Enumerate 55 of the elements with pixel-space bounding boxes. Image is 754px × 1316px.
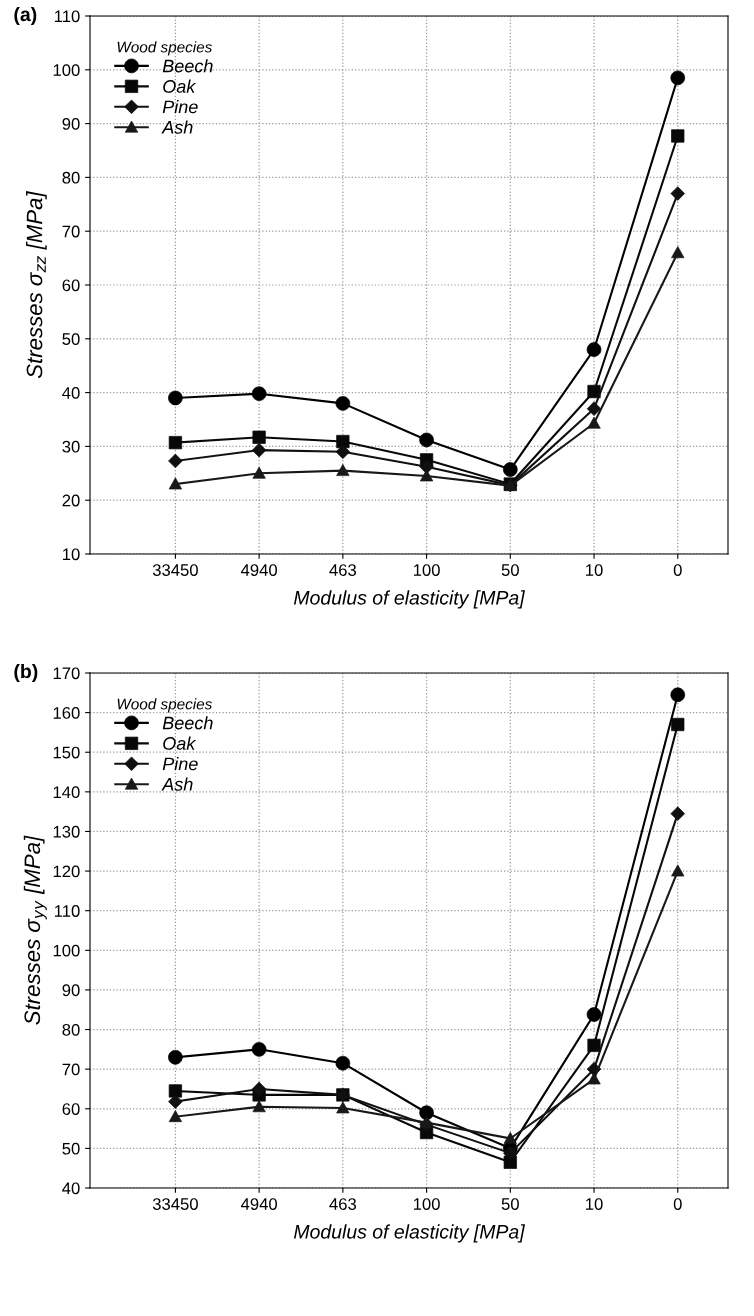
y-tick-label: 100 — [53, 64, 80, 76]
legend-label: Beech — [162, 716, 213, 730]
x-axis-title: Modulus of elasticity [MPa] — [293, 1224, 526, 1243]
x-tick-label: 33450 — [152, 564, 198, 576]
legend-label: Oak — [163, 79, 197, 93]
y-tick-label: 120 — [53, 865, 80, 878]
y-tick-label: 130 — [53, 825, 80, 838]
legend-label: Pine — [162, 757, 198, 771]
y-tick-label: 150 — [53, 746, 80, 759]
x-tick-label: 10 — [586, 1198, 603, 1210]
legend-label: Beech — [162, 59, 213, 73]
y-tick-label: 90 — [62, 984, 80, 997]
y-tick-label: 30 — [62, 440, 80, 453]
chart-title: (b) — [14, 663, 38, 683]
x-tick-label: 0 — [673, 564, 682, 576]
legend-label: Ash — [161, 777, 193, 791]
y-tick-label: 110 — [54, 905, 80, 917]
legend-label: Oak — [163, 736, 197, 750]
y-tick-label: 70 — [62, 1063, 80, 1076]
y-tick-label: 20 — [62, 494, 80, 507]
y-tick-label: 60 — [62, 1103, 80, 1115]
y-tick-label: 70 — [62, 225, 80, 238]
x-tick-label: 463 — [329, 1198, 357, 1210]
y-axis-title: Stresses σ$_{zz}$ [MPa] — [26, 190, 47, 379]
y-tick-label: 140 — [53, 786, 80, 799]
x-tick-label: 4940 — [240, 1198, 278, 1210]
x-tick-label: 463 — [329, 564, 357, 576]
y-tick-label: 40 — [62, 1182, 80, 1195]
y-tick-label: 110 — [54, 10, 80, 23]
legend-label: Pine — [162, 100, 198, 114]
x-tick-label: 100 — [413, 1198, 440, 1210]
x-tick-label: 100 — [413, 564, 440, 576]
y-tick-label: 80 — [62, 171, 80, 184]
y-tick-label: 50 — [62, 1142, 80, 1155]
x-tick-label: 4940 — [240, 564, 278, 576]
y-tick-label: 90 — [62, 118, 80, 130]
y-tick-label: 10 — [63, 548, 80, 561]
x-tick-label: 33450 — [152, 1198, 198, 1210]
x-axis-title: Modulus of elasticity [MPa] — [293, 590, 526, 609]
y-tick-label: 60 — [62, 279, 80, 292]
legend-title: Wood species — [117, 41, 213, 56]
y-tick-label: 100 — [53, 944, 80, 957]
x-tick-label: 50 — [501, 564, 519, 576]
y-tick-label: 80 — [62, 1023, 80, 1036]
x-tick-label: 0 — [673, 1198, 682, 1210]
y-tick-label: 40 — [62, 387, 80, 399]
chart-title: (a) — [14, 6, 37, 26]
y-tick-label: 50 — [62, 333, 80, 345]
y-axis-title: Stresses σ$_{yy}$ [MPa] — [23, 835, 47, 1025]
x-tick-label: 10 — [586, 564, 603, 576]
legend-label: Ash — [161, 120, 193, 134]
y-tick-label: 170 — [53, 667, 80, 680]
legend-title: Wood species — [117, 698, 213, 713]
y-tick-label: 160 — [53, 707, 80, 719]
x-tick-label: 50 — [501, 1198, 519, 1210]
